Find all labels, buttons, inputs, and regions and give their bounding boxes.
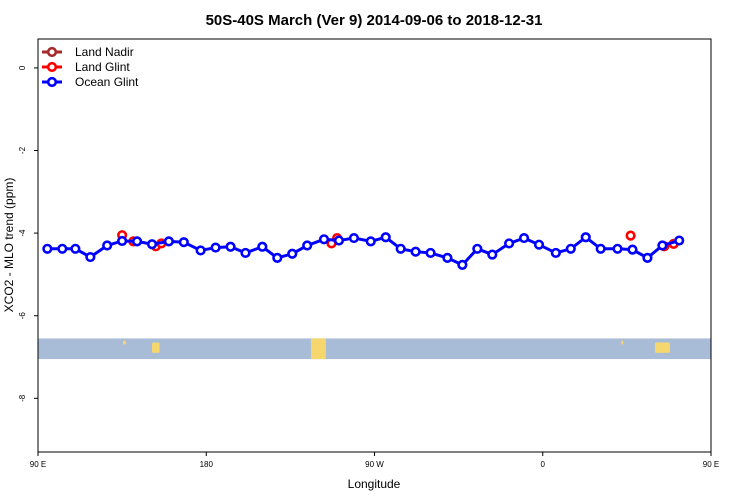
data-point: [657, 240, 668, 251]
data-point: [625, 230, 636, 241]
data-point: [565, 243, 576, 254]
y-tick-label: -8: [18, 394, 27, 402]
land-patch: [310, 338, 326, 360]
data-point: [257, 241, 268, 252]
land-patch: [152, 342, 160, 353]
data-point: [442, 252, 453, 263]
land-ocean-strip: [38, 338, 711, 360]
data-point: [225, 241, 236, 252]
data-point: [272, 252, 283, 263]
data-point: [518, 232, 530, 244]
y-tick-label: 0: [18, 65, 27, 70]
y-tick-label: -4: [18, 229, 27, 237]
land-patch: [621, 340, 624, 345]
data-point: [365, 236, 376, 247]
ocean-band: [38, 338, 711, 360]
data-point: [487, 249, 498, 260]
y-tick-label: -2: [18, 146, 27, 154]
data-point: [612, 243, 623, 254]
data-point: [195, 245, 206, 256]
data-point: [85, 251, 96, 263]
x-tick-label: 90 E: [30, 460, 46, 469]
legend-marker: [46, 46, 58, 58]
data-point: [102, 240, 113, 251]
data-point: [302, 240, 313, 251]
data-point: [287, 248, 298, 259]
data-point: [131, 236, 143, 247]
data-point: [333, 235, 345, 246]
data-point: [425, 247, 436, 259]
data-point: [533, 239, 545, 250]
legend-label: Ocean Glint: [75, 75, 139, 89]
data-point: [504, 238, 515, 249]
data-point: [410, 246, 421, 257]
x-tick-label: 0: [541, 460, 546, 469]
data-point: [117, 235, 128, 247]
chart-title: 50S-40S March (Ver 9) 2014-09-06 to 2018…: [206, 12, 543, 29]
series-layer: [42, 230, 685, 271]
legend-marker: [46, 76, 58, 88]
x-tick-label: 90 W: [365, 460, 384, 469]
data-point: [674, 235, 685, 246]
data-point: [642, 252, 653, 263]
y-axis: 0 -2 -4 -6 -8: [18, 65, 38, 402]
data-point: [210, 242, 221, 253]
data-point: [580, 232, 591, 243]
legend-label: Land Nadir: [75, 45, 134, 59]
data-point: [550, 247, 561, 259]
legend-marker: [46, 61, 58, 73]
data-point: [380, 232, 391, 243]
data-point: [457, 259, 468, 271]
y-axis-label: XCO2 - MLO trend (ppm): [2, 178, 16, 313]
data-point: [472, 243, 483, 254]
legend-label: Land Glint: [75, 60, 130, 74]
data-point: [178, 237, 189, 248]
data-point: [595, 243, 606, 254]
data-point: [57, 243, 68, 254]
series-ocean-glint: [42, 232, 685, 271]
data-point: [146, 239, 158, 250]
data-point: [42, 243, 53, 254]
data-point: [240, 247, 251, 259]
y-tick-label: -6: [18, 312, 27, 320]
data-point: [163, 236, 174, 247]
x-axis-label: Longitude: [348, 477, 401, 491]
land-patch: [654, 342, 670, 353]
data-point: [395, 243, 406, 254]
data-point: [318, 234, 330, 245]
data-point: [348, 232, 360, 244]
land-patch: [123, 340, 126, 345]
x-tick-label: 180: [200, 460, 214, 469]
data-point: [627, 244, 638, 255]
data-point: [70, 243, 81, 254]
x-tick-label: 90 E: [703, 460, 719, 469]
